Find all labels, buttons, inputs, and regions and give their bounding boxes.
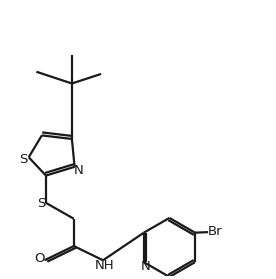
Text: N: N xyxy=(141,259,151,273)
Text: O: O xyxy=(34,252,45,265)
Text: S: S xyxy=(20,153,28,167)
Text: S: S xyxy=(37,197,45,210)
Text: N: N xyxy=(74,163,83,177)
Text: Br: Br xyxy=(208,225,223,238)
Text: NH: NH xyxy=(95,259,114,272)
